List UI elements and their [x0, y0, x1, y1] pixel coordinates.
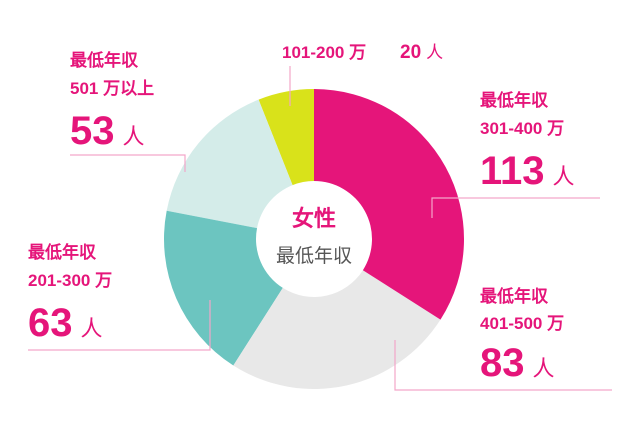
center-subtitle: 最低年収: [276, 245, 352, 267]
donut-slice: [314, 89, 465, 320]
category-label: 101-200 万: [282, 43, 366, 62]
value-label: 20: [400, 42, 421, 63]
leader-line: [394, 340, 612, 391]
label-prefix: 最低年収: [480, 90, 549, 110]
count-label: 83 人: [480, 341, 555, 385]
count-label: 20 人: [400, 42, 443, 63]
leader-line: [70, 154, 186, 172]
value-label: 83: [480, 341, 525, 385]
donut-slice: [258, 89, 314, 186]
count-unit: 人: [123, 124, 145, 149]
label-prefix: 最低年収: [70, 50, 139, 70]
donut-slice: [163, 210, 283, 366]
label-prefix: 最低年収: [480, 286, 549, 306]
category-label: 401-500 万: [480, 314, 564, 333]
value-label: 53: [70, 109, 115, 153]
value-label: 63: [28, 301, 73, 345]
donut-slice: [166, 99, 293, 229]
leader-line: [28, 300, 211, 351]
value-label: 113: [480, 149, 545, 193]
count-unit: 人: [426, 43, 443, 62]
count-unit: 人: [533, 356, 555, 381]
leader-line: [431, 197, 600, 218]
donut-slice: [233, 270, 441, 389]
count-label: 113 人: [480, 149, 575, 193]
count-label: 63 人: [28, 301, 103, 345]
count-label: 53 人: [70, 109, 145, 153]
center-title: 女性: [292, 206, 336, 231]
label-prefix: 最低年収: [28, 242, 97, 262]
count-unit: 人: [553, 164, 575, 189]
category-label: 301-400 万: [480, 119, 564, 138]
category-label: 501 万以上: [70, 79, 154, 98]
count-unit: 人: [81, 316, 103, 341]
category-label: 201-300 万: [28, 271, 112, 290]
